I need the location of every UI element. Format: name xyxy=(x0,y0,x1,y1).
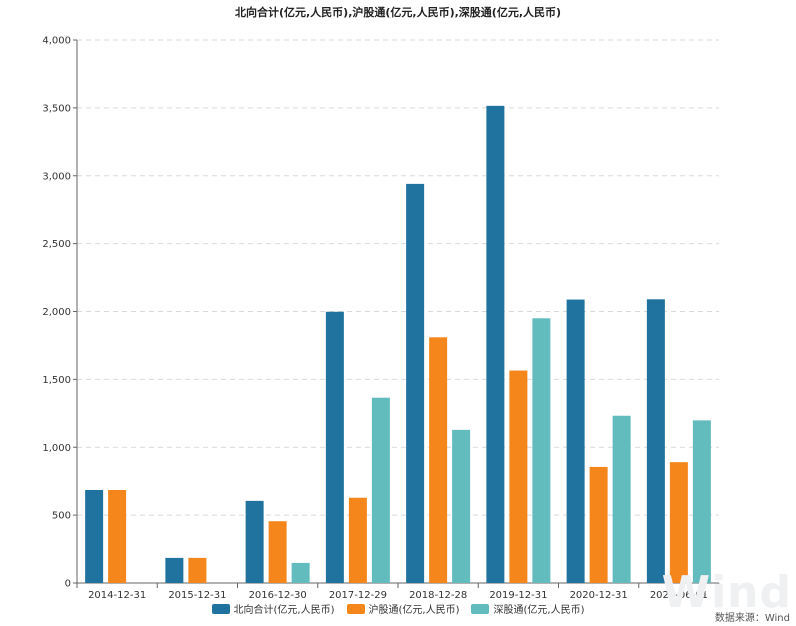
bar-northbound[interactable] xyxy=(165,557,184,583)
legend-label-shenzhen-connect: 深股通(亿元,人民币) xyxy=(493,605,585,616)
x-tick-label: 2014-12-31 xyxy=(88,590,146,600)
x-tick-label: 2018-12-28 xyxy=(409,590,467,600)
x-tick-label: 2017-12-29 xyxy=(329,590,387,600)
y-tick-label: 3,000 xyxy=(42,171,71,182)
legend-item-shanghai-connect[interactable]: 沪股通(亿元,人民币) xyxy=(346,601,460,616)
bar-shanghai-connect[interactable] xyxy=(589,466,608,583)
legend-item-shenzhen-connect[interactable]: 深股通(亿元,人民币) xyxy=(471,601,584,616)
legend-label-northbound: 北向合计(亿元,人民币) xyxy=(233,605,335,616)
bar-shanghai-connect[interactable] xyxy=(108,490,127,583)
y-tick-label: 1,500 xyxy=(42,375,71,386)
bar-chart: 0 500 1,000 1,500 2,000 2,500 3,000 3,500 4,000 2… xyxy=(42,36,720,600)
bar-northbound[interactable] xyxy=(486,105,505,584)
bar-shanghai-connect[interactable] xyxy=(348,497,367,583)
legend-item-northbound[interactable]: 北向合计(亿元,人民币) xyxy=(211,601,335,616)
y-tick-label: 500 xyxy=(52,511,71,522)
bar-northbound[interactable] xyxy=(245,500,264,583)
bar-shenzhen-connect[interactable] xyxy=(612,415,631,583)
x-tick-label: 2015-12-31 xyxy=(168,590,226,600)
x-tick-label: 2021-06-01 xyxy=(650,590,708,600)
bar-shenzhen-connect[interactable] xyxy=(371,397,390,583)
chart-title: 北向合计(亿元,人民币),沪股通(亿元,人民币),深股通(亿元,人民币) xyxy=(234,6,562,19)
y-tick-label: 2,000 xyxy=(42,307,71,318)
legend-swatch-shanghai-connect xyxy=(346,603,365,614)
bar-shanghai-connect[interactable] xyxy=(509,370,528,583)
y-tick-label: 4,000 xyxy=(42,36,71,47)
x-tick-label: 2020-12-31 xyxy=(570,590,628,600)
chart-legend: 北向合计(亿元,人民币) 沪股通(亿元,人民币) 深股通(亿元,人民币) xyxy=(0,601,796,616)
legend-swatch-northbound xyxy=(211,603,230,614)
legend-swatch-shenzhen-connect xyxy=(471,603,490,614)
y-tick-label: 2,500 xyxy=(42,239,71,250)
y-tick-label: 3,500 xyxy=(42,103,71,114)
bar-shanghai-connect[interactable] xyxy=(669,462,688,583)
bar-northbound[interactable] xyxy=(325,311,344,583)
x-tick-label: 2016-12-30 xyxy=(249,590,307,600)
source-label: 数据来源：Wind xyxy=(714,613,790,624)
bar-shenzhen-connect[interactable] xyxy=(692,420,711,583)
legend-label-shanghai-connect: 沪股通(亿元,人民币) xyxy=(368,605,460,616)
bar-northbound[interactable] xyxy=(406,183,425,583)
bar-shenzhen-connect[interactable] xyxy=(452,429,471,583)
bar-shenzhen-connect[interactable] xyxy=(532,318,551,583)
y-tick-label: 0 xyxy=(65,579,71,590)
bar-shanghai-connect[interactable] xyxy=(268,521,287,583)
bar-northbound[interactable] xyxy=(646,299,665,583)
bar-shanghai-connect[interactable] xyxy=(188,557,207,583)
y-tick-label: 1,000 xyxy=(42,443,71,454)
watermark-logo: Wind xyxy=(661,567,792,618)
bar-northbound[interactable] xyxy=(566,299,585,583)
bar-shanghai-connect[interactable] xyxy=(429,337,448,583)
x-tick-label: 2019-12-31 xyxy=(489,590,547,600)
bar-shenzhen-connect[interactable] xyxy=(291,562,310,583)
bar-northbound[interactable] xyxy=(85,490,104,583)
